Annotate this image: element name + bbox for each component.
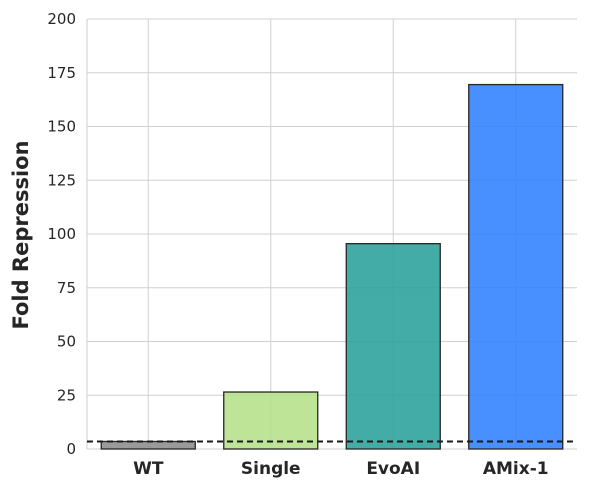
y-tick-label: 50: [57, 333, 76, 351]
y-tick-label: 100: [47, 225, 76, 243]
bars: [100, 83, 564, 450]
y-tick-label: 150: [47, 118, 76, 136]
bar-wt: [100, 440, 196, 450]
y-tick-label: 25: [57, 386, 76, 404]
y-axis-title: Fold Repression: [9, 140, 33, 329]
x-tick-label: EvoAI: [366, 459, 420, 479]
x-tick-label: AMix-1: [483, 459, 549, 479]
bar-single: [223, 391, 319, 450]
y-tick-label: 175: [47, 64, 76, 82]
y-tick-label: 200: [47, 10, 76, 28]
x-tick-labels: WT Single EvoAI AMix-1: [133, 459, 549, 479]
y-tick-label: 125: [47, 171, 76, 189]
bar-amix-1: [468, 83, 564, 450]
x-tick-label: Single: [241, 459, 301, 479]
y-tick-labels: 0 25 50 75 100 125 150 175 200: [47, 10, 76, 458]
bar-evoai: [345, 243, 441, 450]
x-tick-label: WT: [133, 459, 164, 479]
y-tick-label: 0: [66, 440, 76, 458]
y-tick-label: 75: [57, 279, 76, 297]
